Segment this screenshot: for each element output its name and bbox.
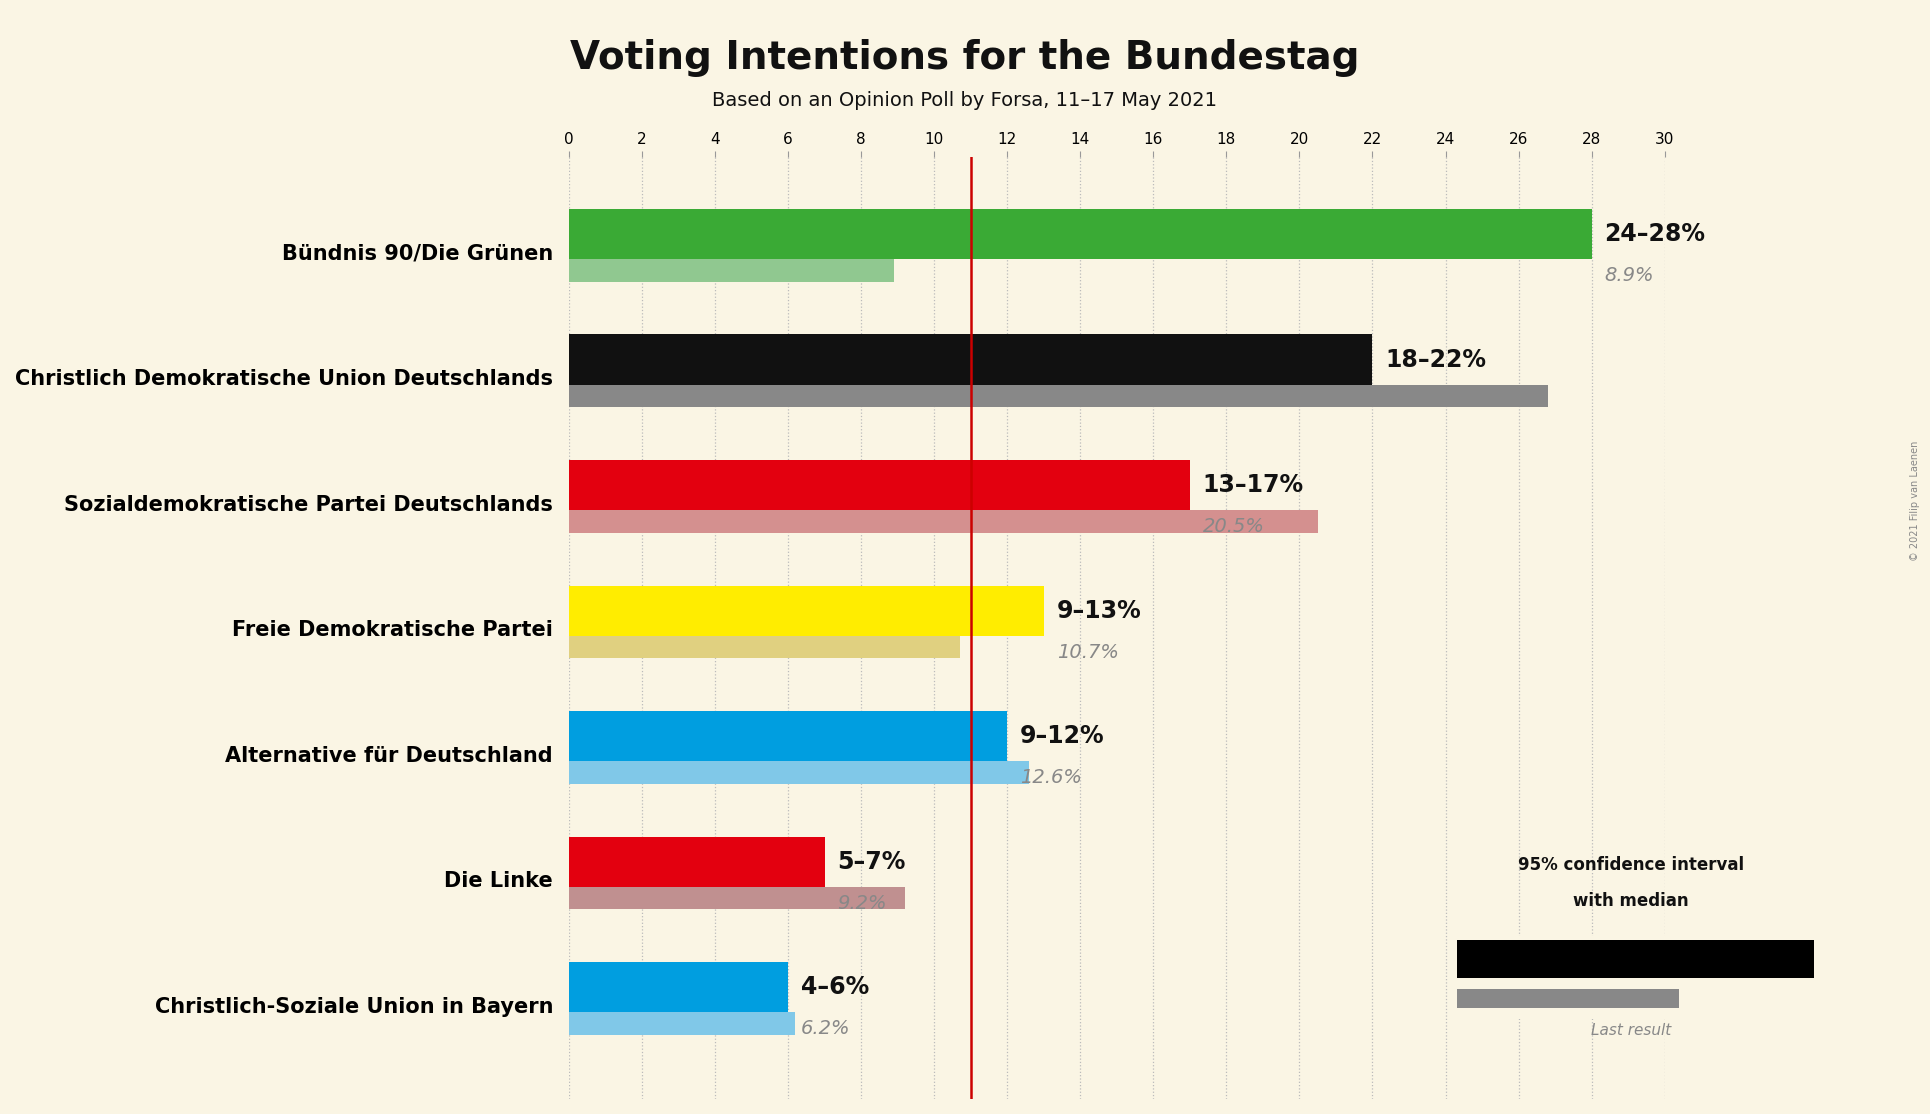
Bar	[569, 962, 751, 1013]
Bar	[953, 711, 1007, 761]
Bar	[971, 586, 1044, 636]
Text: 12.6%: 12.6%	[1021, 768, 1083, 788]
Bar	[569, 711, 953, 761]
Bar	[787, 837, 824, 887]
Text: 95% confidence interval: 95% confidence interval	[1517, 857, 1745, 874]
Text: 18–22%: 18–22%	[1386, 348, 1486, 372]
Bar	[751, 962, 787, 1013]
Bar	[569, 837, 787, 887]
Bar	[569, 636, 959, 658]
Bar	[1117, 460, 1191, 510]
Text: 9.2%: 9.2%	[838, 893, 888, 912]
Bar	[1299, 334, 1372, 384]
Bar	[1519, 208, 1592, 260]
Text: 6.2%: 6.2%	[801, 1019, 851, 1038]
Bar	[569, 761, 1029, 784]
Bar	[1457, 940, 1635, 978]
Bar	[953, 711, 1007, 761]
Bar	[569, 510, 1318, 532]
Bar	[1519, 208, 1592, 260]
Bar	[1635, 940, 1814, 978]
Bar	[569, 260, 894, 282]
Bar	[1117, 460, 1191, 510]
Bar	[569, 887, 905, 909]
Bar	[1635, 940, 1814, 978]
Text: 13–17%: 13–17%	[1202, 473, 1305, 497]
Text: 5–7%: 5–7%	[838, 850, 905, 873]
Text: 9–12%: 9–12%	[1021, 724, 1104, 749]
Text: Last result: Last result	[1590, 1023, 1671, 1037]
Text: 8.9%: 8.9%	[1604, 266, 1654, 285]
Bar	[1457, 989, 1679, 1007]
Text: 24–28%: 24–28%	[1604, 222, 1706, 246]
Bar	[569, 460, 1117, 510]
Text: with median: with median	[1573, 892, 1689, 910]
Text: 9–13%: 9–13%	[1056, 598, 1141, 623]
Text: 4–6%: 4–6%	[801, 975, 868, 999]
Bar	[569, 384, 1548, 408]
Bar	[751, 962, 787, 1013]
Bar	[569, 1013, 795, 1035]
Text: Based on an Opinion Poll by Forsa, 11–17 May 2021: Based on an Opinion Poll by Forsa, 11–17…	[712, 91, 1218, 110]
Bar	[569, 208, 1519, 260]
Text: 20.5%: 20.5%	[1202, 517, 1264, 536]
Bar	[569, 586, 971, 636]
Text: Voting Intentions for the Bundestag: Voting Intentions for the Bundestag	[569, 39, 1361, 77]
Bar	[569, 334, 1299, 384]
Bar	[1299, 334, 1372, 384]
Text: 10.7%: 10.7%	[1056, 643, 1117, 662]
Bar	[971, 586, 1044, 636]
Text: © 2021 Filip van Laenen: © 2021 Filip van Laenen	[1909, 441, 1920, 561]
Text: 26.8%: 26.8%	[1386, 391, 1448, 410]
Bar	[787, 837, 824, 887]
